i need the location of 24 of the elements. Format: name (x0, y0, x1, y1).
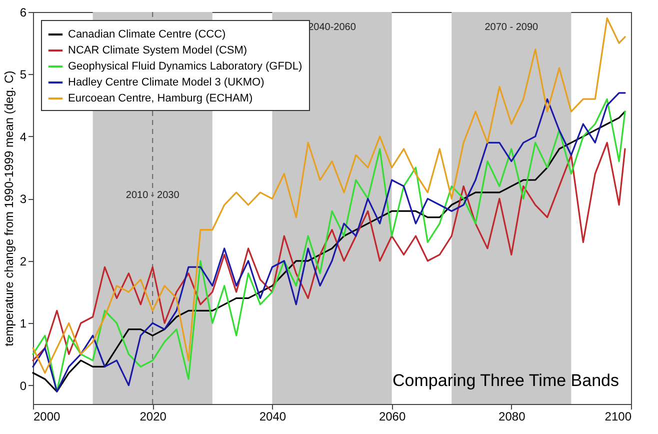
y-axis-title: temperature change from 1990-1999 mean (deg. C) (2, 70, 16, 346)
x-tick-label: 2080 (498, 410, 526, 424)
x-tick-label: 2000 (34, 410, 61, 424)
legend-label: Hadley Centre Climate Model 3 (UKMO) (68, 76, 264, 88)
y-tick-label: 4 (20, 130, 27, 144)
x-tick-label: 2020 (140, 410, 167, 424)
x-tick-label: 2060 (378, 410, 406, 424)
x-tick-label: 2040 (259, 410, 286, 424)
y-tick-label: 6 (20, 6, 27, 20)
legend-label: Geophysical Fluid Dynamics Laboratory (GFDL) (68, 60, 302, 72)
y-tick-label: 5 (20, 68, 27, 82)
line-series (32, 142, 626, 362)
y-tick-label: 0 (20, 378, 27, 393)
legend-label: Canadian Climate Centre (CCC) (68, 28, 226, 40)
y-tick-label: 3 (20, 192, 27, 206)
y-tick-label: 2 (20, 254, 27, 268)
legend-label: NCAR Climate System Model (CSM) (68, 44, 248, 56)
x-tick-label: 2100 (604, 410, 632, 424)
line-series (32, 17, 626, 374)
band-label: 2070 - 2090 (484, 22, 539, 33)
legend-label: Eurcoean Centre, Hamburg (ECHAM) (68, 92, 253, 104)
y-tick-label: 1 (20, 316, 27, 331)
annotation: Comparing Three Time Bands (392, 371, 619, 390)
band-label: 2040-2060 (308, 22, 356, 33)
